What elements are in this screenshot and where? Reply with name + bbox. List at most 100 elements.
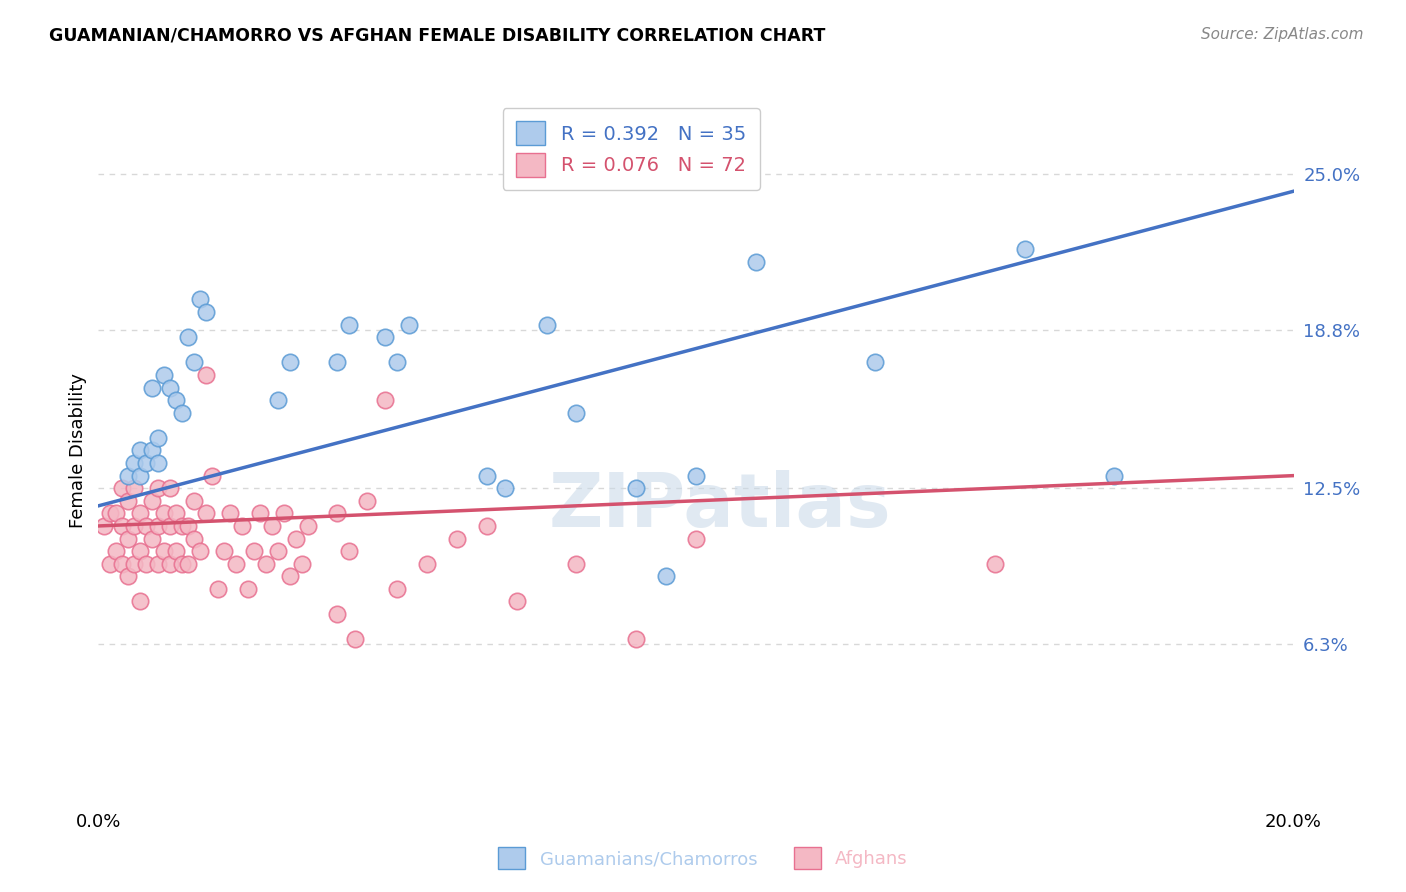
Point xyxy=(124,519,146,533)
Point xyxy=(219,507,242,521)
Point xyxy=(278,569,301,583)
Point xyxy=(236,582,259,596)
Point xyxy=(141,532,163,546)
Point xyxy=(177,557,200,571)
Point xyxy=(165,544,187,558)
Point xyxy=(506,594,529,608)
Point xyxy=(475,519,498,533)
Point xyxy=(865,355,887,369)
Point xyxy=(291,557,314,571)
Point xyxy=(626,632,648,647)
Point xyxy=(111,557,134,571)
Point xyxy=(129,544,152,558)
Point xyxy=(494,481,516,495)
Point xyxy=(172,557,194,571)
Point xyxy=(159,519,181,533)
Point xyxy=(326,355,349,369)
Point xyxy=(374,393,396,408)
Point xyxy=(148,431,170,445)
Point xyxy=(344,632,367,647)
Point xyxy=(148,519,170,533)
Point xyxy=(536,318,558,332)
Point xyxy=(153,507,176,521)
Point xyxy=(129,443,152,458)
Point xyxy=(124,481,146,495)
Point xyxy=(117,468,139,483)
Point xyxy=(124,456,146,470)
Text: Source: ZipAtlas.com: Source: ZipAtlas.com xyxy=(1201,27,1364,42)
Point xyxy=(195,305,218,319)
Point xyxy=(195,507,218,521)
Point xyxy=(183,355,205,369)
Point xyxy=(225,557,247,571)
Point xyxy=(98,507,122,521)
Point xyxy=(446,532,468,546)
Point xyxy=(153,544,176,558)
Point xyxy=(165,393,187,408)
Point xyxy=(177,330,200,344)
Point xyxy=(249,507,271,521)
Point xyxy=(326,507,349,521)
Point xyxy=(1104,468,1126,483)
Point xyxy=(385,355,409,369)
Point xyxy=(148,557,170,571)
Legend: R = 0.392   N = 35, R = 0.076   N = 72: R = 0.392 N = 35, R = 0.076 N = 72 xyxy=(502,108,759,190)
Point xyxy=(177,519,200,533)
Point xyxy=(207,582,229,596)
Point xyxy=(141,380,163,394)
Point xyxy=(297,519,319,533)
Point xyxy=(278,355,301,369)
Point xyxy=(254,557,277,571)
Point xyxy=(135,456,157,470)
Point xyxy=(148,481,170,495)
Point xyxy=(273,507,295,521)
Text: GUAMANIAN/CHAMORRO VS AFGHAN FEMALE DISABILITY CORRELATION CHART: GUAMANIAN/CHAMORRO VS AFGHAN FEMALE DISA… xyxy=(49,27,825,45)
Point xyxy=(165,507,187,521)
Point xyxy=(159,481,181,495)
Point xyxy=(1014,242,1036,256)
Point xyxy=(260,519,283,533)
Point xyxy=(416,557,439,571)
Point xyxy=(183,532,205,546)
Point xyxy=(655,569,678,583)
Point xyxy=(385,582,409,596)
Y-axis label: Female Disability: Female Disability xyxy=(69,373,87,528)
Point xyxy=(159,557,181,571)
Point xyxy=(685,532,707,546)
Point xyxy=(135,557,157,571)
Point xyxy=(117,569,139,583)
Point xyxy=(745,254,768,268)
Point xyxy=(141,493,163,508)
Point xyxy=(172,519,194,533)
Point xyxy=(129,594,152,608)
Point xyxy=(243,544,266,558)
Point xyxy=(984,557,1007,571)
Point xyxy=(326,607,349,621)
Point xyxy=(98,557,122,571)
Point xyxy=(201,468,224,483)
Point xyxy=(105,544,128,558)
Point xyxy=(135,519,157,533)
Point xyxy=(117,493,139,508)
Point xyxy=(117,532,139,546)
Point xyxy=(284,532,307,546)
Point xyxy=(565,557,588,571)
Text: ZIPatlas: ZIPatlas xyxy=(548,470,891,543)
Point xyxy=(183,493,205,508)
Point xyxy=(153,368,176,382)
Point xyxy=(231,519,253,533)
Point xyxy=(105,507,128,521)
Point xyxy=(374,330,396,344)
Point xyxy=(267,393,290,408)
Point xyxy=(356,493,378,508)
Point xyxy=(212,544,235,558)
Point xyxy=(141,443,163,458)
Point xyxy=(129,507,152,521)
Point xyxy=(685,468,707,483)
Point xyxy=(148,456,170,470)
Point xyxy=(172,406,194,420)
Point xyxy=(475,468,498,483)
Point xyxy=(159,380,181,394)
Point xyxy=(188,293,211,307)
Point xyxy=(626,481,648,495)
